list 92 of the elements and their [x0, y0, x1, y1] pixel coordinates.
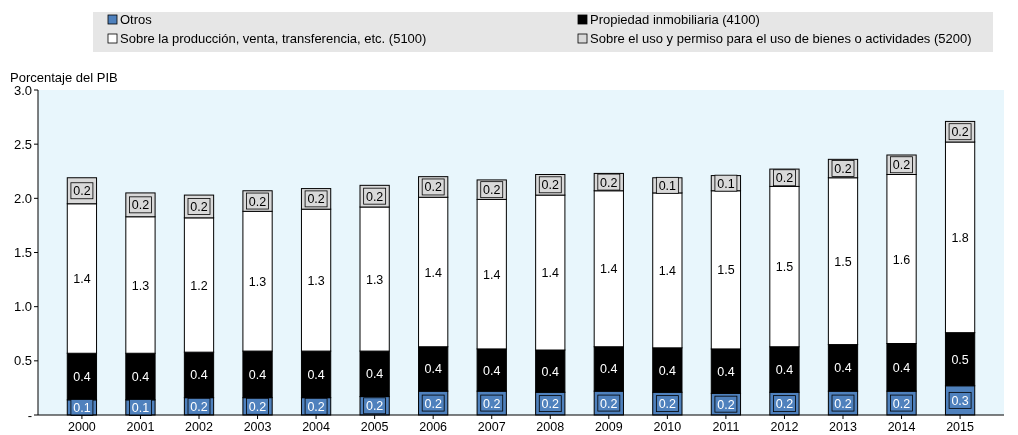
data-label: 0.2 [892, 158, 911, 173]
data-label: 0.1 [131, 400, 150, 415]
data-label: 0.4 [483, 363, 501, 378]
data-label: 0.4 [541, 364, 559, 379]
data-label: 0.4 [365, 367, 384, 382]
x-tick-label: 2002 [185, 420, 213, 434]
x-tick-label: 2004 [302, 420, 331, 434]
y-tick-label: 0.5 [13, 353, 32, 369]
data-label: 0.4 [834, 361, 852, 376]
data-label: 0.4 [307, 367, 325, 382]
x-tick-label: 2015 [946, 420, 975, 434]
data-label: 0.2 [424, 180, 442, 195]
data-label: 0.4 [658, 363, 677, 378]
data-label: 1.6 [892, 252, 911, 267]
data-label: 1.4 [483, 267, 501, 282]
data-label: 1.5 [834, 254, 852, 269]
data-label: 0.2 [951, 125, 969, 140]
x-tick-label: 2000 [68, 420, 96, 434]
x-tick-label: 2014 [887, 420, 916, 434]
data-label: 0.4 [717, 364, 735, 379]
data-label: 1.3 [307, 273, 325, 288]
data-label: 0.2 [248, 399, 267, 414]
data-label: 1.5 [775, 260, 794, 275]
data-label: 0.2 [658, 397, 677, 412]
data-label: 0.2 [307, 399, 325, 414]
data-label: 0.2 [248, 194, 267, 209]
data-label: 0.2 [892, 396, 911, 411]
data-label: 0.2 [483, 396, 501, 411]
data-label: 0.2 [483, 183, 501, 198]
y-tick-label: 1.0 [13, 299, 32, 315]
data-label: 0.2 [775, 397, 794, 412]
data-label: 0.2 [307, 192, 325, 207]
legend-label: Otros [120, 12, 153, 27]
data-label: 0.2 [834, 396, 852, 411]
x-tick-label: 2011 [712, 420, 740, 434]
data-label: 0.2 [424, 396, 442, 411]
data-label: 0.2 [365, 399, 384, 414]
data-label: 0.2 [190, 399, 208, 414]
data-label: 0.4 [190, 368, 208, 383]
x-tick-label: 2012 [770, 420, 799, 434]
y-axis-title: Porcentaje del PIB [10, 70, 118, 85]
x-tick-label: 2005 [360, 420, 389, 434]
y-tick-label: 3.0 [13, 82, 32, 98]
data-label: 1.3 [131, 278, 150, 293]
legend-label: Sobre el uso y permiso para el uso de bienes o actividades (5200) [590, 31, 972, 46]
data-label: 0.2 [600, 175, 618, 190]
legend-label: Propiedad inmobiliaria (4100) [590, 12, 760, 27]
y-tick-label: 2.0 [13, 190, 32, 206]
x-tick-label: 2006 [419, 420, 448, 434]
data-label: 1.8 [951, 230, 969, 245]
data-label: 0.4 [131, 370, 150, 385]
data-label: 0.1 [658, 178, 677, 193]
data-label: 0.4 [248, 367, 267, 382]
data-label: 0.1 [717, 176, 735, 191]
data-label: 0.4 [424, 362, 442, 377]
x-tick-label: 2013 [829, 420, 857, 434]
x-tick-label: 2003 [243, 420, 272, 434]
x-tick-label: 2010 [653, 420, 682, 434]
data-label: 1.4 [73, 272, 91, 286]
data-label: 0.5 [951, 352, 969, 367]
data-label: 1.4 [600, 262, 618, 277]
data-label: 0.2 [365, 189, 384, 204]
data-label: 0.2 [190, 199, 208, 214]
data-label: 1.5 [717, 263, 735, 278]
legend-label: Sobre la producción, venta, transferencia, etc. (5100) [120, 31, 427, 46]
data-label: 1.4 [541, 266, 559, 281]
data-label: 0.2 [717, 397, 735, 412]
data-label: 0.2 [775, 171, 794, 186]
data-label: 1.2 [190, 278, 208, 293]
x-tick-label: 2009 [594, 420, 623, 434]
data-label: 0.1 [73, 400, 91, 415]
data-label: 1.3 [248, 274, 267, 289]
y-tick-label: - [27, 407, 32, 423]
data-label: 0.4 [775, 363, 794, 377]
data-label: 0.4 [73, 370, 91, 385]
x-tick-label: 2001 [126, 420, 155, 434]
y-tick-label: 1.5 [13, 245, 32, 260]
data-label: 0.2 [131, 198, 150, 213]
data-label: 0.2 [600, 396, 618, 411]
data-label: 0.2 [834, 162, 852, 177]
data-label: 0.2 [541, 397, 559, 412]
y-tick-label: 2.5 [13, 136, 32, 152]
data-label: 0.3 [951, 393, 969, 408]
data-label: 1.4 [658, 263, 677, 278]
x-tick-label: 2008 [536, 420, 565, 434]
data-label: 0.4 [892, 360, 911, 375]
data-label: 1.4 [424, 265, 442, 280]
data-label: 0.2 [541, 178, 559, 193]
data-label: 1.3 [365, 272, 384, 287]
x-tick-label: 2007 [477, 420, 506, 434]
data-label: 0.2 [73, 184, 91, 199]
data-label: 0.4 [600, 362, 618, 377]
